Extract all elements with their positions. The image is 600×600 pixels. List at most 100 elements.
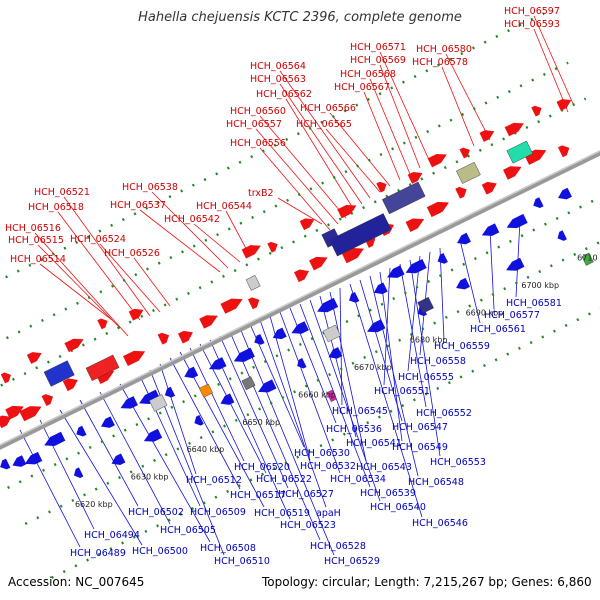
tick-label: 6630 kbp	[131, 473, 169, 482]
forward-gene-shape	[337, 204, 357, 219]
gene-label-reverse: HCH_06505	[160, 525, 216, 536]
label-leader-line	[239, 327, 335, 556]
forward-gene	[0, 415, 12, 429]
label-leader-line	[259, 147, 331, 231]
reverse-gene-shape	[373, 282, 388, 295]
label-leader-line	[139, 209, 221, 273]
reverse-gene-shape	[101, 416, 115, 428]
forward-gene	[556, 99, 572, 111]
forward-gene-shape	[0, 372, 12, 384]
feature-box-shape	[581, 252, 594, 266]
forward-gene	[503, 166, 522, 180]
label-leader-line	[199, 343, 267, 474]
label-leader-line	[277, 197, 323, 225]
reverse-gene	[367, 319, 386, 333]
forward-gene-shape	[157, 332, 170, 345]
gene-label-reverse: HCH_06541	[346, 438, 402, 449]
tick-label: 6690 kbp	[466, 308, 504, 317]
forward-gene-shape	[241, 245, 261, 259]
gene-label-reverse: HCH_06529	[324, 556, 380, 567]
label-leader-line	[289, 307, 337, 424]
feature-box	[329, 213, 392, 257]
reverse-gene	[373, 282, 388, 295]
reverse-gene	[254, 334, 265, 345]
label-leader-line	[219, 335, 289, 489]
gene-label-reverse: HCH_06530	[294, 448, 350, 459]
gene-label-reverse: HCH_06555	[398, 372, 454, 383]
reverse-gene-shape	[209, 357, 227, 370]
label-leader-line	[329, 291, 367, 462]
forward-gene-shape	[199, 315, 218, 329]
feature-box	[326, 389, 337, 402]
feature-box	[43, 360, 75, 387]
gene-label-reverse: HCH_06502	[128, 507, 184, 518]
feature-box	[241, 376, 256, 391]
reverse-gene-shape	[220, 393, 235, 405]
feature-box-shape	[506, 140, 533, 164]
feature-box	[149, 394, 168, 412]
feature-box	[245, 275, 261, 291]
reverse-gene-shape	[297, 357, 307, 369]
reverse-gene	[220, 393, 235, 405]
label-leader-line	[319, 295, 357, 438]
forward-gene	[405, 218, 425, 232]
reverse-gene	[557, 230, 567, 241]
reverse-gene-shape	[0, 458, 11, 470]
forward-gene-shape	[97, 318, 108, 330]
label-leader-line	[379, 51, 431, 163]
forward-gene-shape	[455, 186, 467, 199]
reverse-gene	[272, 327, 287, 340]
gene-label-forward: HCH_06578	[412, 57, 468, 68]
gene-label-reverse: HCH_06519	[254, 508, 310, 519]
reverse-gene	[506, 257, 525, 271]
reverse-gene	[349, 292, 360, 303]
label-leader-line	[407, 255, 421, 372]
reverse-gene	[506, 213, 528, 229]
gene-label-forward: HCH_06526	[104, 248, 160, 259]
gene-label-forward: HCH_06564	[250, 61, 306, 72]
label-leader-line	[189, 347, 245, 462]
label-leader-line	[459, 239, 481, 324]
gene-label-forward: HCH_06557	[226, 119, 282, 130]
reverse-gene-shape	[73, 467, 84, 478]
forward-gene-shape	[407, 172, 423, 184]
forward-gene	[267, 241, 278, 253]
gene-label-forward: HCH_06568	[340, 69, 396, 80]
forward-gene-shape	[5, 405, 24, 420]
label-leader-line	[159, 363, 197, 475]
gene-label-reverse: HCH_06508	[200, 543, 256, 554]
feature-box-shape	[417, 296, 434, 314]
forward-gene	[26, 352, 42, 364]
forward-gene	[376, 181, 387, 193]
gene-label-forward: HCH_06565	[296, 119, 352, 130]
reverse-gene	[405, 258, 427, 274]
forward-gene	[459, 147, 470, 159]
forward-gene-shape	[220, 298, 243, 314]
feature-box	[382, 181, 426, 215]
reverse-gene	[111, 453, 126, 466]
reverse-gene-shape	[254, 334, 265, 345]
feature-box-shape	[241, 376, 256, 391]
label-leader-line	[255, 128, 339, 225]
gene-label-forward: HCH_06518	[28, 202, 84, 213]
reverse-gene	[143, 428, 163, 442]
forward-gene	[407, 172, 423, 184]
reverse-gene-shape	[184, 366, 199, 379]
label-leader-line	[151, 191, 229, 269]
label-leader-line	[39, 419, 95, 530]
forward-gene-shape	[64, 338, 84, 353]
gene-label-reverse: HCH_06548	[408, 477, 464, 488]
feature-box-shape	[329, 213, 392, 257]
forward-gene-shape	[0, 415, 12, 429]
forward-gene	[531, 105, 542, 117]
feature-box-shape	[199, 383, 213, 398]
label-leader-line	[169, 357, 241, 490]
tick-label: 6620 kbp	[75, 500, 113, 509]
label-leader-line	[409, 259, 441, 457]
label-leader-line	[193, 223, 241, 263]
reverse-gene-shape	[533, 197, 544, 208]
gene-label-reverse: HCH_06536	[326, 424, 382, 435]
gene-label-forward: HCH_06521	[34, 187, 90, 198]
forward-gene-shape	[247, 297, 260, 310]
